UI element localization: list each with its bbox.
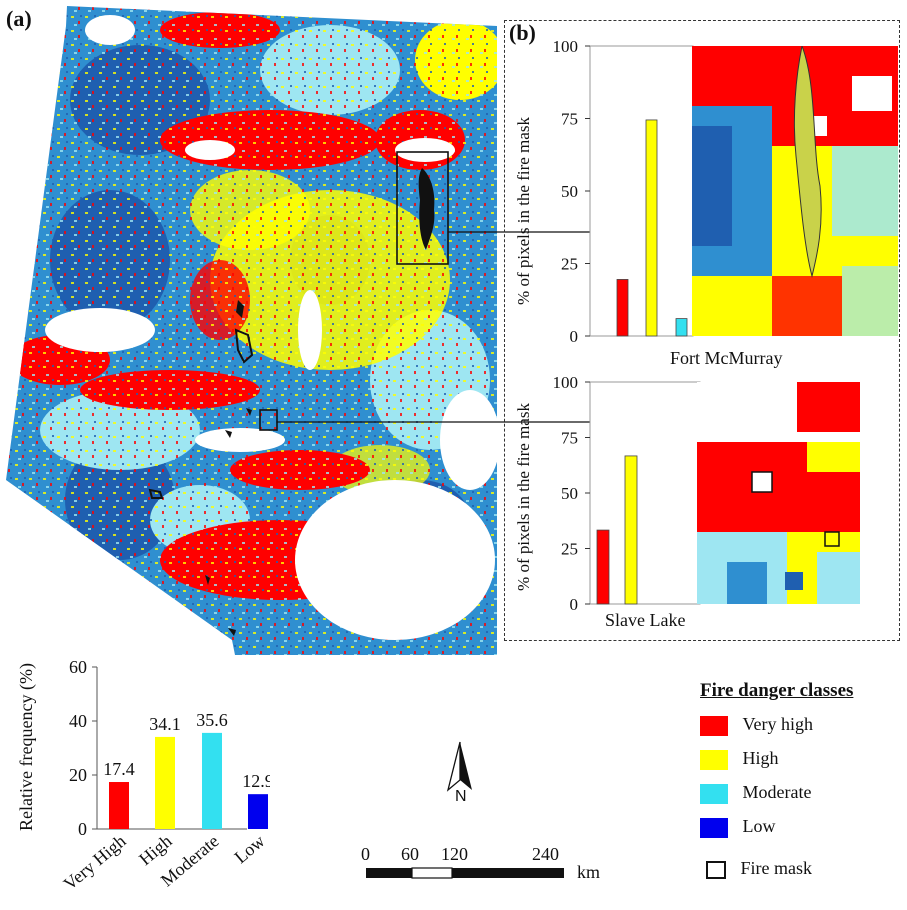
freq-ytick: 20	[69, 765, 87, 785]
legend-label: Low	[742, 816, 776, 836]
map-raster	[6, 6, 497, 655]
legend-item-very-high: Very high	[700, 714, 900, 748]
freq-bar-high	[155, 736, 175, 829]
swatch-very-high	[700, 715, 728, 736]
slave-lake-title: Slave Lake	[605, 610, 686, 630]
slave-ytick: 75	[561, 429, 578, 448]
fort-bar-moderate	[675, 318, 688, 337]
fort-ytick: 50	[561, 182, 578, 201]
slave-ylabel: % of pixels in the fire mask	[514, 403, 533, 591]
swatch-fire-mask	[706, 860, 726, 879]
swatch-high	[700, 749, 728, 770]
scale-tick-120: 120	[441, 844, 468, 864]
legend-item-high: High	[700, 748, 900, 782]
scale-tick-60: 60	[401, 844, 419, 864]
slave-bar-high	[624, 455, 638, 605]
legend-label: Fire mask	[740, 858, 813, 878]
freq-ytick: 0	[78, 819, 87, 839]
fort-mcmurray-title: Fort McMurray	[670, 348, 783, 368]
swatch-low	[700, 817, 728, 838]
relative-frequency-chart: Relative frequency (%) 0 20 40 60 17.4 Very …	[16, 657, 270, 894]
fort-ytick: 100	[553, 37, 579, 56]
slave-ytick: 25	[561, 540, 578, 559]
slave-bar-very-high	[596, 529, 610, 605]
scale-tick-0: 0	[361, 844, 370, 864]
fort-ytick: 0	[570, 327, 579, 346]
north-arrow-icon	[446, 741, 472, 792]
scale-bar	[366, 867, 564, 879]
scale-tick-240: 240	[532, 844, 559, 864]
legend-label: Very high	[742, 714, 814, 734]
legend-item-fire-mask: Fire mask	[700, 858, 900, 892]
fort-plot-frame	[589, 45, 694, 337]
panel-b-label: (b)	[509, 20, 536, 45]
freq-bar-low	[248, 794, 268, 829]
freq-ylabel: Relative frequency (%)	[16, 663, 37, 831]
slave-ytick: 50	[561, 484, 578, 503]
freq-category-label: Very High	[60, 831, 130, 894]
fort-ytick: 75	[561, 110, 578, 129]
fort-mcmurray-map	[692, 46, 898, 336]
freq-ytick: 40	[69, 711, 87, 731]
fort-ytick: 25	[561, 255, 578, 274]
legend-label: High	[742, 748, 779, 768]
freq-ytick: 60	[69, 657, 87, 677]
freq-value-label: 17.4	[103, 759, 135, 779]
legend-item-low: Low	[700, 816, 900, 858]
freq-value-label: 34.1	[149, 714, 181, 734]
legend-title: Fire danger classes	[700, 680, 854, 701]
fort-bar-high	[645, 119, 658, 337]
freq-category-label: Low	[230, 831, 268, 868]
freq-bar-moderate	[202, 732, 222, 829]
inset-panel-b	[504, 20, 900, 641]
legend-label: Moderate	[742, 782, 812, 802]
slave-ytick: 0	[570, 595, 579, 612]
panel-a-label: (a)	[6, 6, 32, 31]
slave-ytick: 100	[553, 373, 579, 392]
fort-mcmurray-chart: % of pixels in the fire mask 0 25 50 75 100	[514, 37, 694, 346]
fort-bar-very-high	[616, 279, 629, 337]
freq-value-label: 35.6	[196, 710, 228, 730]
scale-unit: km	[577, 862, 601, 882]
north-label: N	[455, 788, 467, 805]
swatch-moderate	[700, 783, 728, 804]
fort-ylabel: % of pixels in the fire mask	[514, 117, 533, 305]
legend: Fire danger classes Very high High Moder…	[700, 680, 900, 892]
freq-bar-very-high	[109, 782, 129, 829]
slave-lake-chart: % of pixels in the fire mask 0 25 50 75 100	[514, 373, 701, 612]
freq-value-label: 12.9	[242, 771, 270, 791]
legend-item-moderate: Moderate	[700, 782, 900, 816]
slave-lake-map	[697, 382, 860, 604]
